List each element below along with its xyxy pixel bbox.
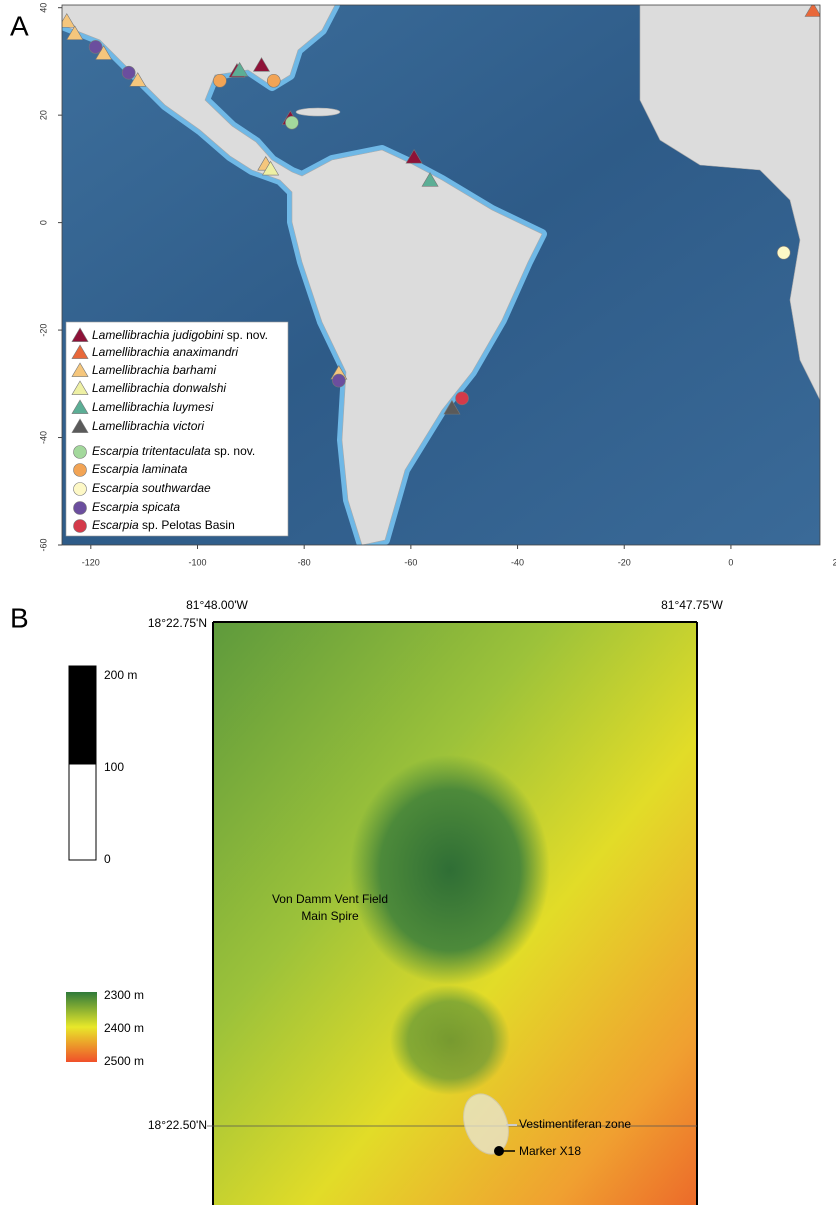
depth-label: 2400 m — [104, 1021, 144, 1035]
legend-italic: Escarpia laminata — [92, 462, 188, 476]
figure: A Lamellibrachia judigobini sp. nov.Lame… — [0, 0, 836, 1205]
legend-italic: Lamellibrachia judigobini — [92, 328, 224, 342]
legend-label: Lamellibrachia anaximandri — [92, 345, 238, 359]
circle-marker — [74, 446, 87, 459]
legend-plain: sp. Pelotas Basin — [142, 518, 235, 532]
circle-marker — [74, 502, 87, 515]
circle-marker — [122, 66, 135, 79]
legend-italic: Lamellibrachia victori — [92, 419, 204, 433]
scale-bar — [69, 666, 96, 764]
mound — [390, 985, 510, 1095]
lon-label: 81°47.75'W — [661, 598, 723, 612]
circle-marker — [74, 483, 87, 496]
scale-label: 200 m — [104, 668, 137, 682]
zone-label: Vestimentiferan zone — [519, 1117, 631, 1131]
feature-label: Von Damm Vent Field — [272, 892, 388, 906]
x-tick-label: -60 — [404, 557, 417, 567]
legend-italic: Lamellibrachia anaximandri — [92, 345, 238, 359]
legend-italic: Escarpia — [92, 518, 139, 532]
legend-label: Lamellibrachia victori — [92, 419, 204, 433]
x-tick-label: -100 — [188, 557, 206, 567]
legend-label: Lamellibrachia barhami — [92, 363, 216, 377]
legend-label: Escarpia tritentaculata sp. nov. — [92, 444, 255, 458]
feature-label: Main Spire — [301, 909, 359, 923]
legend-plain: sp. nov. — [227, 328, 268, 342]
x-tick-label: 20 — [833, 557, 836, 567]
spire — [350, 755, 550, 985]
x-tick-label: -40 — [511, 557, 524, 567]
legend-label: Lamellibrachia luymesi — [92, 400, 214, 414]
circle-marker — [285, 116, 298, 129]
page: A Lamellibrachia judigobini sp. nov.Lame… — [0, 0, 836, 1205]
legend-label: Escarpia southwardae — [92, 481, 211, 495]
legend-italic: Lamellibrachia donwalshi — [92, 381, 226, 395]
y-tick-label: 0 — [38, 220, 48, 225]
depth-bar — [66, 992, 97, 1062]
y-tick-label: -20 — [38, 324, 48, 337]
legend-label: Lamellibrachia donwalshi — [92, 381, 226, 395]
y-tick-label: -60 — [38, 538, 48, 551]
panel-label: A — [10, 10, 29, 41]
circle-marker — [213, 74, 226, 87]
lat-label: 18°22.75'N — [148, 616, 207, 630]
x-tick-label: -80 — [298, 557, 311, 567]
y-tick-label: -40 — [38, 431, 48, 444]
scale-label: 0 — [104, 852, 111, 866]
y-tick-label: 40 — [38, 3, 48, 13]
legend-label: Lamellibrachia judigobini sp. nov. — [92, 328, 268, 342]
depth-label: 2500 m — [104, 1054, 144, 1068]
lon-label: 81°48.00'W — [186, 598, 248, 612]
legend-italic: Lamellibrachia luymesi — [92, 400, 214, 414]
circle-marker — [777, 246, 790, 259]
circle-marker — [89, 40, 102, 53]
legend-label: Escarpia sp. Pelotas Basin — [92, 518, 235, 532]
legend-italic: Escarpia tritentaculata — [92, 444, 211, 458]
scale-label: 100 — [104, 760, 124, 774]
legend-label: Escarpia spicata — [92, 500, 180, 514]
x-tick-label: -20 — [618, 557, 631, 567]
circle-marker — [74, 520, 87, 533]
lat-label: 18°22.50'N — [148, 1118, 207, 1132]
depth-label: 2300 m — [104, 988, 144, 1002]
legend-label: Escarpia laminata — [92, 462, 188, 476]
island — [296, 108, 340, 116]
panel-label: B — [10, 602, 29, 633]
marker-label: Marker X18 — [519, 1144, 581, 1158]
legend-plain: sp. nov. — [214, 444, 255, 458]
legend-italic: Escarpia spicata — [92, 500, 180, 514]
x-tick-label: -120 — [82, 557, 100, 567]
y-tick-label: 20 — [38, 110, 48, 120]
scale-bar — [69, 764, 96, 860]
x-tick-label: 0 — [728, 557, 733, 567]
legend-italic: Escarpia southwardae — [92, 481, 211, 495]
circle-marker — [267, 74, 280, 87]
circle-marker — [456, 392, 469, 405]
legend-italic: Lamellibrachia barhami — [92, 363, 216, 377]
circle-marker — [74, 464, 87, 477]
circle-marker — [332, 374, 345, 387]
